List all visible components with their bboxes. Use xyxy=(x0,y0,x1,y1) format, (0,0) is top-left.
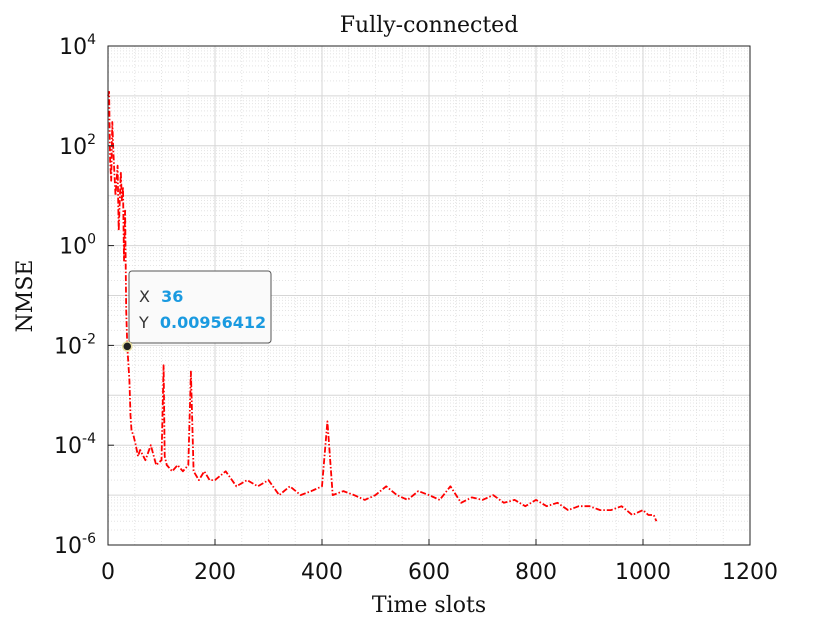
x-tick-label: 800 xyxy=(515,560,557,585)
datatip-box xyxy=(128,270,272,344)
chart-title: Fully-connected xyxy=(340,13,519,38)
x-tick-labels: 0 200 400 600 800 1000 1200 xyxy=(101,539,778,585)
x-tick-label: 400 xyxy=(301,560,343,585)
svg-text:Y 0.00956412: Y 0.00956412 xyxy=(138,313,266,332)
y-tick-label: 100 xyxy=(59,232,96,260)
x-tick-label: 600 xyxy=(408,560,450,585)
x-tick-label: 1200 xyxy=(722,560,778,585)
y-tick-label: 102 xyxy=(59,132,96,160)
datatip-x-value: 36 xyxy=(161,287,183,306)
x-axis-label: Time slots xyxy=(372,593,486,618)
datatip-y-key: Y xyxy=(138,313,149,332)
series-layer xyxy=(107,91,658,522)
datatip-x-key: X xyxy=(139,287,150,306)
y-tick-labels: 10-6 10-4 10-2 100 102 104 xyxy=(54,32,114,559)
datatip[interactable]: X 36 Y 0.00956412 xyxy=(122,270,272,352)
svg-text:X 36: X 36 xyxy=(139,287,183,306)
series-line xyxy=(107,91,658,522)
x-tick-label: 1000 xyxy=(615,560,671,585)
datatip-y-value: 0.00956412 xyxy=(160,313,266,332)
x-tick-label: 200 xyxy=(194,560,236,585)
y-tick-label: 10-2 xyxy=(54,331,96,359)
datatip-marker[interactable] xyxy=(122,341,133,352)
y-tick-label: 104 xyxy=(59,32,96,60)
y-tick-label: 10-6 xyxy=(54,531,96,559)
y-axis-label: NMSE xyxy=(13,260,38,333)
x-tick-label: 0 xyxy=(101,560,115,585)
y-tick-label: 10-4 xyxy=(54,431,96,459)
